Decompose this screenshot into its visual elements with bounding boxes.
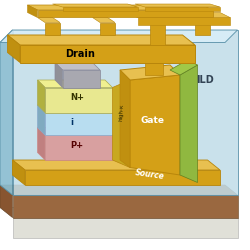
Polygon shape: [145, 7, 220, 11]
Polygon shape: [188, 18, 210, 22]
Polygon shape: [128, 12, 230, 18]
Polygon shape: [28, 5, 212, 10]
Polygon shape: [0, 30, 12, 195]
Text: Source: Source: [135, 168, 165, 181]
Polygon shape: [138, 18, 230, 25]
Polygon shape: [38, 10, 212, 18]
Polygon shape: [8, 35, 195, 45]
Polygon shape: [45, 112, 112, 135]
Polygon shape: [12, 195, 237, 218]
Text: Gate: Gate: [140, 116, 164, 124]
Polygon shape: [38, 80, 113, 88]
Polygon shape: [0, 185, 12, 218]
Polygon shape: [20, 45, 195, 62]
Polygon shape: [120, 70, 130, 168]
Polygon shape: [25, 170, 220, 185]
Text: N+: N+: [70, 93, 84, 102]
Polygon shape: [180, 65, 198, 182]
Polygon shape: [0, 185, 238, 195]
Polygon shape: [38, 105, 45, 135]
Text: Drain: Drain: [65, 49, 95, 59]
Polygon shape: [100, 22, 115, 35]
Text: ILD: ILD: [196, 75, 214, 85]
Polygon shape: [130, 75, 180, 175]
Polygon shape: [150, 22, 165, 45]
Polygon shape: [38, 80, 45, 112]
Polygon shape: [145, 58, 162, 75]
Polygon shape: [38, 128, 45, 160]
Polygon shape: [38, 18, 60, 22]
Polygon shape: [12, 218, 237, 238]
Polygon shape: [8, 35, 20, 62]
Polygon shape: [45, 135, 112, 160]
Text: high-κ: high-κ: [118, 104, 124, 121]
Polygon shape: [12, 30, 237, 195]
Polygon shape: [52, 4, 138, 7]
Polygon shape: [55, 62, 100, 70]
Polygon shape: [135, 4, 220, 7]
Polygon shape: [12, 160, 220, 170]
Polygon shape: [0, 30, 238, 42]
Text: P+: P+: [70, 140, 83, 149]
Polygon shape: [62, 70, 100, 87]
Polygon shape: [55, 62, 62, 88]
Polygon shape: [62, 7, 138, 11]
Polygon shape: [28, 5, 38, 18]
Polygon shape: [38, 128, 113, 135]
Polygon shape: [120, 65, 180, 80]
Polygon shape: [45, 22, 60, 35]
Polygon shape: [195, 22, 210, 35]
Polygon shape: [170, 60, 198, 75]
Polygon shape: [45, 88, 112, 112]
Polygon shape: [38, 105, 113, 112]
Polygon shape: [0, 208, 238, 218]
Polygon shape: [92, 18, 115, 22]
Polygon shape: [142, 18, 165, 22]
Polygon shape: [138, 52, 162, 58]
Polygon shape: [12, 160, 25, 185]
Text: i: i: [70, 118, 73, 127]
Polygon shape: [112, 80, 130, 168]
